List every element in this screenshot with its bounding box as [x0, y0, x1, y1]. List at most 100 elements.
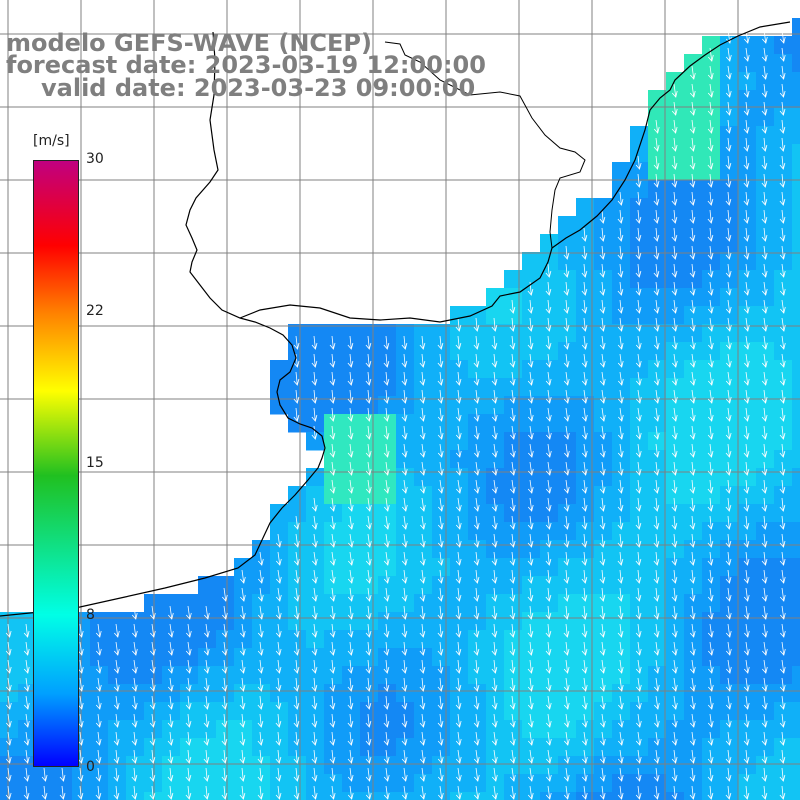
wind-arrow: [95, 785, 102, 800]
wind-arrow: [437, 497, 444, 512]
ocean-cell: [18, 756, 37, 775]
wind-arrow: [671, 317, 678, 332]
wind-arrow: [725, 173, 732, 188]
wind-arrow: [383, 533, 390, 548]
ocean-cell: [18, 684, 37, 703]
ocean-cell: [702, 360, 721, 379]
ocean-cell: [792, 108, 800, 127]
ocean-cell: [630, 720, 649, 739]
wind-arrow: [761, 209, 768, 224]
ocean-cell: [144, 774, 163, 793]
wind-arrow: [509, 641, 516, 656]
wind-arrow: [599, 569, 606, 584]
ocean-cell: [630, 486, 649, 505]
ocean-cell: [594, 252, 613, 271]
ocean-cell: [522, 666, 541, 685]
ocean-cell: [756, 594, 775, 613]
ocean-cell: [216, 684, 235, 703]
wind-arrow: [689, 551, 696, 566]
wind-arrow: [707, 497, 714, 512]
wind-arrow: [671, 407, 678, 422]
wind-arrow: [365, 695, 372, 710]
wind-arrow: [599, 533, 606, 548]
wind-arrow: [383, 389, 390, 404]
ocean-cell: [612, 666, 631, 685]
wind-arrow: [689, 605, 696, 620]
wind-arrow: [761, 551, 768, 566]
ocean-cell: [558, 306, 577, 325]
ocean-cell: [648, 306, 667, 325]
ocean-cell: [558, 468, 577, 487]
wind-arrow: [545, 785, 552, 800]
wind-arrow: [383, 353, 390, 368]
wind-arrow: [761, 407, 768, 422]
wind-arrow: [725, 425, 732, 440]
ocean-cell: [648, 450, 667, 469]
ocean-cell: [702, 612, 721, 631]
wind-arrow: [23, 713, 30, 728]
wind-arrow: [779, 407, 786, 422]
wind-arrow: [635, 155, 642, 170]
wind-arrow: [563, 641, 570, 656]
ocean-cell: [468, 324, 487, 343]
ocean-cell: [702, 396, 721, 415]
ocean-cell: [792, 486, 800, 505]
ocean-cell: [540, 450, 559, 469]
wind-arrow: [77, 731, 84, 746]
wind-arrow: [221, 731, 228, 746]
ocean-cell: [648, 252, 667, 271]
wind-arrow: [744, 335, 750, 350]
wind-arrow: [419, 335, 426, 350]
ocean-cell: [252, 666, 271, 685]
wind-arrow: [311, 623, 318, 638]
ocean-cell: [684, 396, 703, 415]
ocean-cell: [630, 306, 649, 325]
wind-arrow: [383, 371, 390, 386]
wind-arrow: [347, 371, 354, 386]
wind-arrow: [401, 371, 408, 386]
ocean-cell: [720, 702, 739, 721]
wind-arrow: [779, 299, 786, 314]
wind-arrow: [563, 695, 570, 710]
ocean-cell: [378, 612, 397, 631]
wind-arrow: [563, 731, 570, 746]
ocean-cell: [126, 684, 145, 703]
ocean-cell: [738, 450, 757, 469]
ocean-cell: [702, 252, 721, 271]
ocean-cell: [756, 252, 775, 271]
ocean-cell: [378, 576, 397, 595]
ocean-cell: [216, 666, 235, 685]
ocean-cell: [144, 720, 163, 739]
wind-arrow: [743, 101, 750, 116]
ocean-cell: [522, 648, 541, 667]
ocean-cell: [702, 504, 721, 523]
ocean-cell: [666, 504, 685, 523]
ocean-cell: [468, 612, 487, 631]
wind-arrow: [311, 353, 318, 368]
wind-arrow: [599, 371, 606, 386]
wind-arrow: [491, 677, 498, 692]
wind-arrow: [671, 749, 678, 764]
ocean-cell: [648, 360, 667, 379]
wind-arrow: [653, 245, 660, 260]
wind-arrow: [617, 209, 624, 224]
wind-arrow: [401, 515, 408, 530]
ocean-cell: [378, 594, 397, 613]
wind-arrow: [239, 731, 246, 746]
ocean-cell: [126, 666, 145, 685]
wind-arrow: [383, 407, 390, 422]
ocean-cell: [594, 324, 613, 343]
ocean-cell: [450, 630, 469, 649]
ocean-cell: [522, 288, 541, 307]
ocean-cell: [504, 666, 523, 685]
wind-arrow: [779, 731, 786, 746]
wind-arrow: [743, 137, 750, 152]
ocean-cell: [684, 126, 703, 145]
wind-arrow: [23, 749, 30, 764]
wind-arrow: [743, 533, 750, 548]
wind-arrow: [761, 533, 768, 548]
wind-arrow: [563, 299, 570, 314]
ocean-cell: [450, 738, 469, 757]
wind-arrow: [779, 191, 786, 206]
ocean-cell: [324, 504, 343, 523]
